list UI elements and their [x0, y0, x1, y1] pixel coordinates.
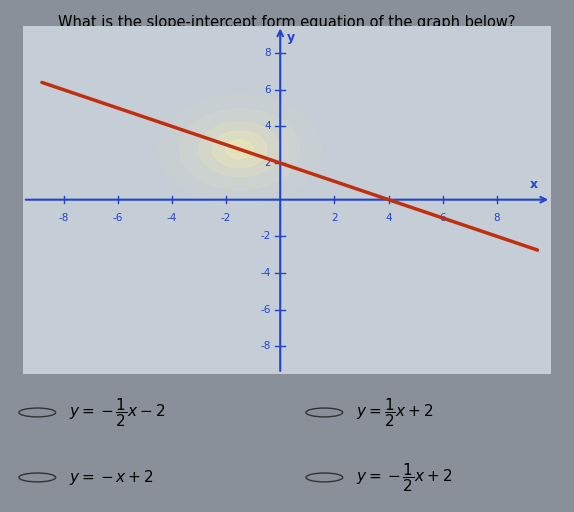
Circle shape — [212, 131, 267, 167]
Text: $y = -\dfrac{1}{2}x - 2$: $y = -\dfrac{1}{2}x - 2$ — [69, 396, 165, 429]
Text: -2: -2 — [261, 231, 271, 241]
Text: What is the slope-intercept form equation of the graph below?: What is the slope-intercept form equatio… — [58, 15, 516, 30]
Circle shape — [158, 94, 321, 204]
Circle shape — [199, 122, 280, 177]
Text: -8: -8 — [59, 212, 69, 223]
Circle shape — [226, 140, 253, 158]
Text: 4: 4 — [385, 212, 392, 223]
Text: -6: -6 — [261, 305, 271, 315]
Text: -2: -2 — [221, 212, 231, 223]
Text: $y = -x + 2$: $y = -x + 2$ — [69, 468, 154, 487]
Text: 6: 6 — [440, 212, 446, 223]
Text: $y = -\dfrac{1}{2}x + 2$: $y = -\dfrac{1}{2}x + 2$ — [356, 461, 452, 494]
Text: -8: -8 — [261, 342, 271, 351]
Text: -4: -4 — [261, 268, 271, 278]
Text: -6: -6 — [113, 212, 123, 223]
Text: y: y — [287, 31, 295, 44]
Text: 8: 8 — [494, 212, 500, 223]
Text: 2: 2 — [331, 212, 338, 223]
Text: 2: 2 — [264, 158, 271, 168]
Text: 6: 6 — [264, 84, 271, 95]
Text: 4: 4 — [264, 121, 271, 132]
Text: $y = \dfrac{1}{2}x + 2$: $y = \dfrac{1}{2}x + 2$ — [356, 396, 433, 429]
Circle shape — [180, 109, 299, 189]
Text: -4: -4 — [166, 212, 177, 223]
Text: 8: 8 — [264, 48, 271, 58]
Text: x: x — [529, 178, 537, 190]
